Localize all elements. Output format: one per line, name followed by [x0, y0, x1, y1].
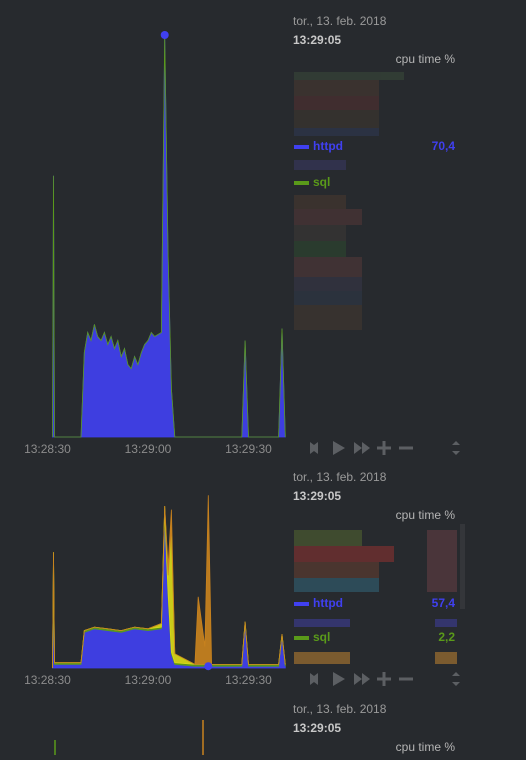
- area: [52, 34, 286, 438]
- time: 13:29:05: [293, 721, 341, 735]
- legend-name: httpd: [313, 139, 343, 153]
- x-tick-label: 13:29:00: [125, 673, 172, 687]
- x-tick-label: 13:28:30: [24, 673, 71, 687]
- date: tor., 13. feb. 2018: [293, 702, 387, 716]
- time: 13:29:05: [293, 489, 341, 503]
- units: cpu time %: [396, 508, 456, 522]
- legend-value: 70,4: [432, 139, 456, 153]
- x-tick-label: 13:29:30: [225, 442, 272, 456]
- hover-dot: [160, 31, 169, 39]
- units: cpu time %: [396, 52, 456, 66]
- blurred-legend: [294, 72, 404, 330]
- time: 13:29:05: [293, 33, 341, 47]
- area: [52, 495, 286, 669]
- x-tick-label: 13:29:00: [125, 442, 172, 456]
- legend-swatch: [294, 636, 309, 640]
- x-tick-label: 13:29:30: [225, 673, 272, 687]
- blurred-legend: [294, 524, 465, 664]
- legend-value: 57,4: [432, 596, 456, 610]
- controls[interactable]: [310, 672, 460, 686]
- legend-name: sql: [313, 630, 330, 644]
- legend-name: httpd: [313, 596, 343, 610]
- legend-name: sql: [313, 175, 330, 189]
- date: tor., 13. feb. 2018: [293, 470, 387, 484]
- area: [52, 34, 286, 438]
- legend-swatch: [294, 602, 309, 606]
- units: cpu time %: [396, 740, 456, 754]
- x-tick-label: 13:28:30: [24, 442, 71, 456]
- legend-swatch: [294, 145, 309, 149]
- hover-dot: [204, 662, 213, 671]
- legend-value: 2,2: [438, 630, 455, 644]
- legend-swatch: [294, 181, 309, 185]
- date: tor., 13. feb. 2018: [293, 14, 387, 28]
- controls[interactable]: [310, 441, 460, 455]
